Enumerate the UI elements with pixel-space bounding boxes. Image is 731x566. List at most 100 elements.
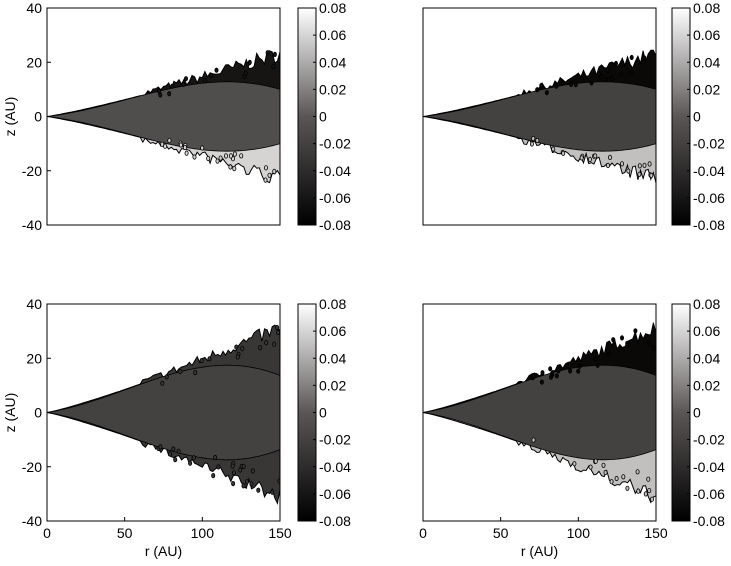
noise-speckle	[240, 345, 245, 352]
noise-speckle	[272, 51, 277, 58]
y-tick-label: 20	[26, 54, 42, 70]
noise-speckle	[633, 328, 638, 334]
colorbar-tick-label: -0.04	[693, 163, 725, 179]
noise-speckle	[587, 156, 592, 162]
noise-speckle	[235, 354, 240, 360]
noise-speckle	[265, 50, 270, 56]
noise-speckle	[647, 487, 652, 494]
noise-speckle	[579, 155, 584, 161]
noise-speckle	[620, 161, 625, 167]
noise-speckle	[551, 146, 556, 152]
noise-speckle	[158, 444, 163, 450]
noise-speckle	[167, 138, 172, 144]
y-tick-label: -40	[22, 217, 42, 233]
noise-speckle	[238, 467, 243, 473]
noise-speckle	[178, 142, 183, 148]
noise-speckle	[232, 166, 237, 172]
colorbar-tick-label: -0.04	[693, 459, 725, 475]
noise-speckle	[614, 60, 619, 67]
noise-speckle	[264, 340, 269, 346]
noise-speckle	[642, 162, 647, 168]
noise-speckle	[184, 150, 189, 156]
x-tick-label: 50	[117, 525, 133, 541]
y-axis-label: z (AU)	[2, 393, 18, 433]
noise-speckle	[651, 345, 656, 351]
noise-speckle	[191, 455, 196, 461]
noise-speckle	[642, 55, 647, 61]
y-tick-label: -20	[22, 163, 42, 179]
noise-speckle	[616, 346, 621, 352]
noise-speckle	[231, 480, 236, 487]
y-tick-label: 40	[26, 296, 42, 312]
noise-speckle	[606, 162, 611, 168]
colorbar-tick-label: 0.08	[693, 296, 720, 312]
colorbar-tick-label: -0.02	[319, 136, 351, 152]
y-tick-label: -40	[22, 513, 42, 529]
noise-speckle	[531, 437, 536, 443]
noise-speckle	[182, 145, 187, 151]
colorbar-tick-label: -0.08	[319, 513, 351, 529]
colorbar-tick-label: 0.04	[693, 350, 720, 366]
noise-speckle	[239, 153, 244, 159]
noise-speckle	[192, 154, 197, 160]
y-tick-label: 0	[34, 405, 42, 421]
noise-speckle	[218, 155, 223, 161]
noise-speckle	[535, 87, 540, 93]
colorbar-tick-label: -0.08	[693, 513, 725, 529]
noise-speckle	[650, 496, 655, 502]
noise-speckle	[625, 485, 630, 491]
noise-speckle	[178, 368, 183, 375]
colorbar-tick-label: 0.04	[693, 54, 720, 70]
x-tick-label: 0	[419, 525, 427, 541]
y-tick-label: 20	[26, 350, 42, 366]
y-tick-label: 40	[26, 0, 42, 16]
noise-speckle	[539, 379, 544, 385]
colorbar-tick-label: -0.08	[319, 217, 351, 233]
colorbar-tick-label: 0.06	[693, 27, 720, 43]
x-axis-label: r (AU)	[145, 543, 182, 559]
colorbar-tick-label: -0.04	[319, 163, 351, 179]
noise-speckle	[193, 369, 198, 376]
noise-speckle	[241, 483, 246, 489]
noise-speckle	[243, 70, 248, 76]
noise-speckle	[619, 72, 624, 78]
colorbar-tick-label: -0.02	[319, 432, 351, 448]
noise-speckle	[603, 469, 608, 476]
colorbar-tick-label: 0.08	[693, 0, 720, 16]
noise-speckle	[160, 380, 165, 386]
noise-speckle	[228, 153, 233, 159]
noise-speckle	[573, 82, 578, 88]
noise-speckle	[529, 141, 534, 147]
y-tick-label: -20	[22, 459, 42, 475]
noise-speckle	[231, 470, 236, 476]
noise-speckle	[637, 171, 642, 177]
noise-speckle	[646, 340, 651, 346]
noise-speckle	[171, 446, 176, 452]
noise-speckle	[593, 355, 598, 362]
noise-speckle	[234, 344, 239, 350]
colorbar-tick-label: -0.08	[693, 217, 725, 233]
noise-speckle	[593, 458, 598, 464]
x-tick-label: 0	[43, 525, 51, 541]
noise-speckle	[589, 80, 594, 86]
noise-speckle	[629, 54, 634, 61]
noise-speckle	[531, 135, 536, 142]
noise-speckle	[561, 150, 566, 156]
colorbar-tick-label: 0.02	[693, 81, 720, 97]
noise-speckle	[605, 68, 610, 74]
axes-frame	[422, 7, 657, 226]
noise-speckle	[620, 335, 625, 341]
noise-speckle	[170, 83, 175, 89]
noise-speckle	[601, 462, 606, 468]
noise-speckle	[539, 83, 544, 89]
noise-speckle	[244, 479, 249, 485]
axes-frame	[422, 303, 657, 522]
noise-speckle	[535, 137, 540, 144]
disk-map	[423, 49, 656, 184]
y-tick-label: 0	[34, 109, 42, 125]
noise-speckle	[214, 67, 219, 73]
noise-speckle	[200, 145, 205, 151]
noise-speckle	[569, 81, 574, 88]
colorbar-tick-label: -0.06	[693, 190, 725, 206]
